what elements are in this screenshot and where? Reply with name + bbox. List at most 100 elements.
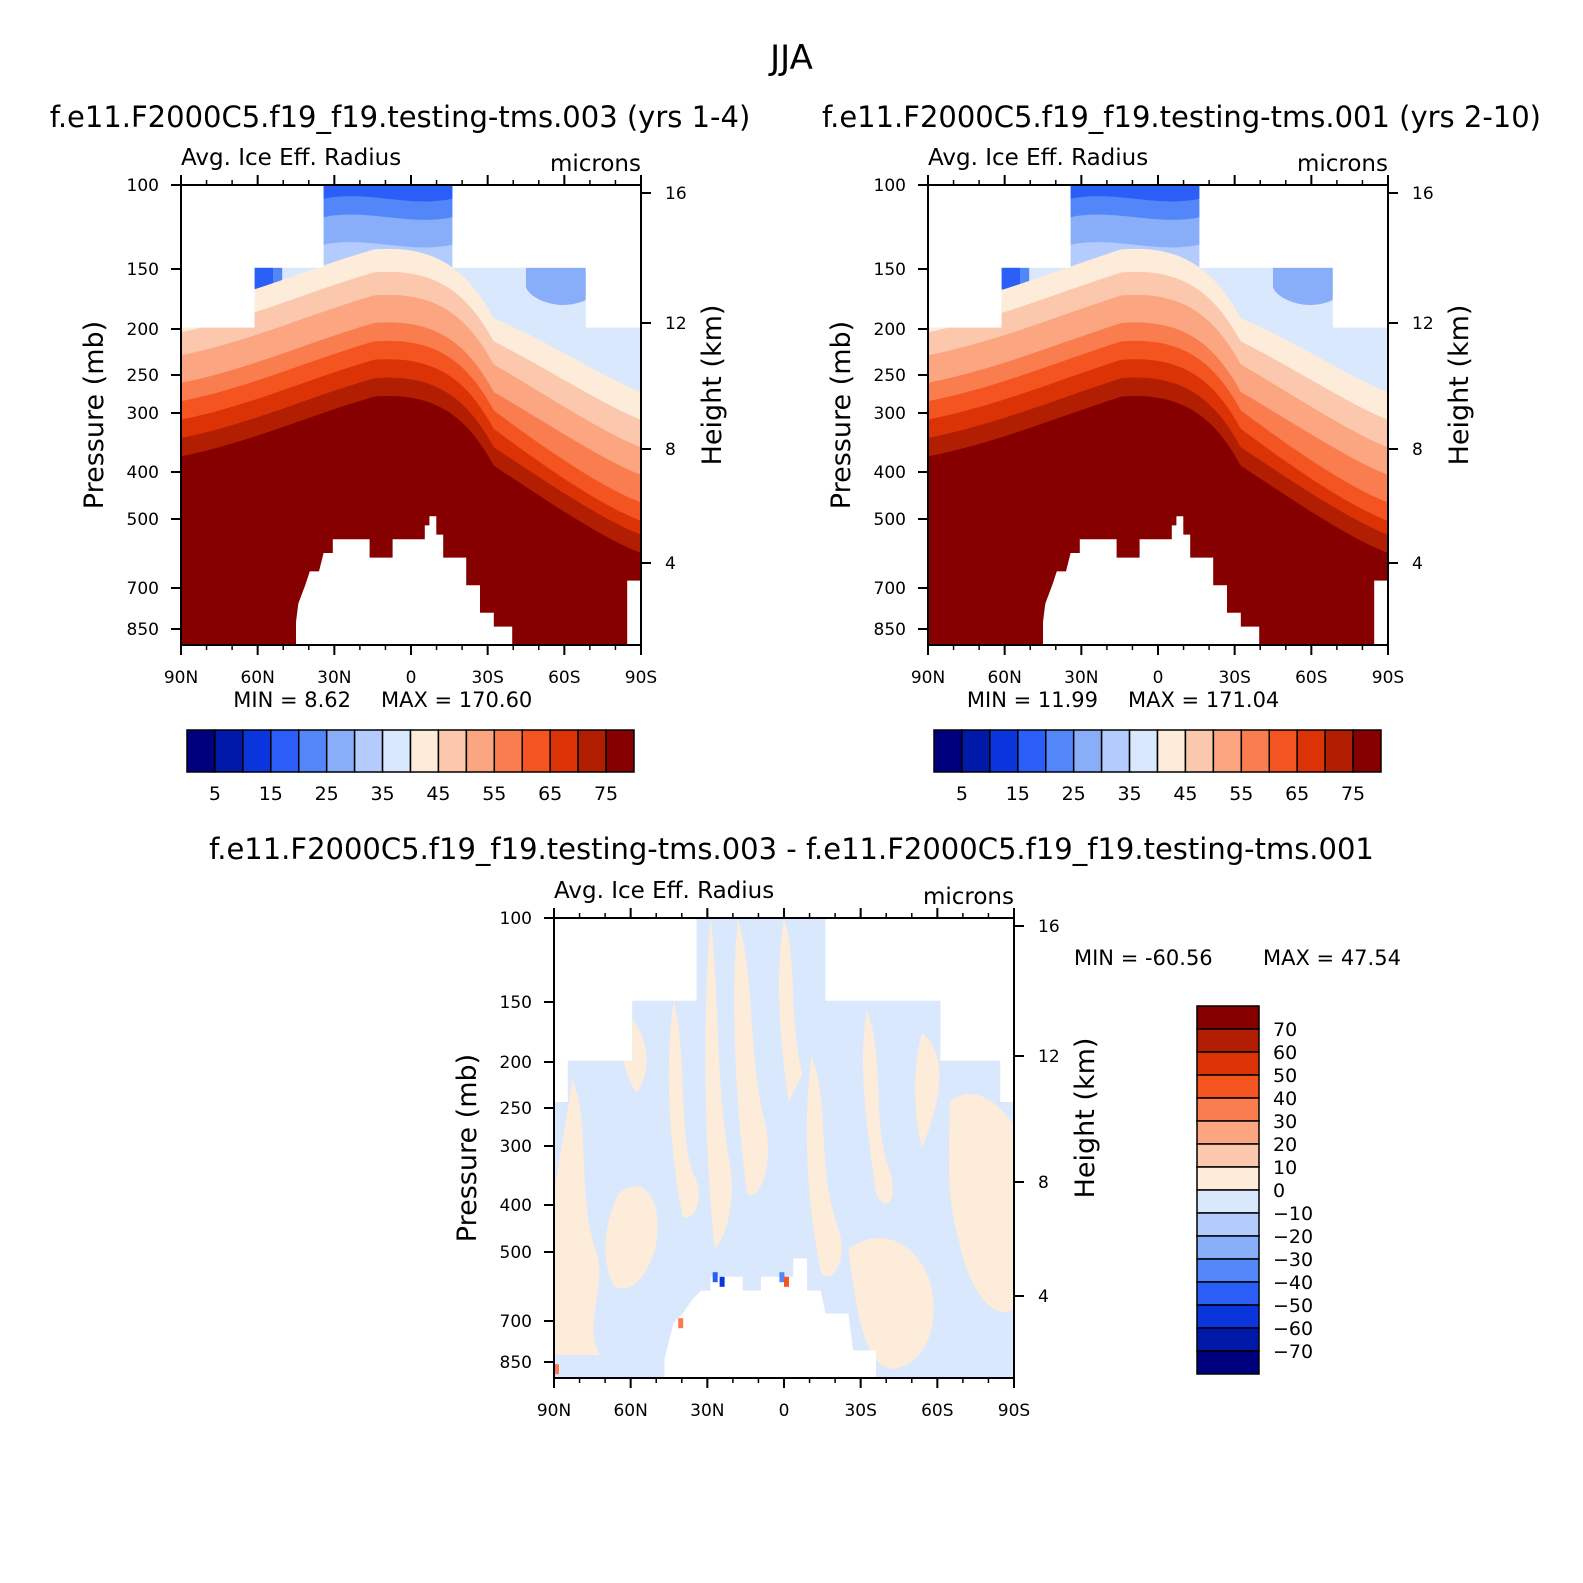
colorbar-box — [1196, 1028, 1260, 1053]
colorbar-box — [961, 729, 991, 773]
colorbar-box — [1100, 729, 1131, 773]
x-tick-label: 60N — [613, 1401, 647, 1421]
y2-tick-label: 12 — [665, 314, 687, 334]
topography-mask — [1043, 516, 1260, 645]
colorbar-box — [242, 729, 272, 773]
colorbar-label: −10 — [1273, 1203, 1313, 1225]
colorbar-label: 35 — [1117, 783, 1141, 805]
colorbar-box — [1196, 1097, 1260, 1122]
contour-fill — [605, 1186, 658, 1289]
x-tick-label: 90N — [537, 1401, 571, 1421]
colorbar-label: 30 — [1273, 1111, 1297, 1133]
y2-axis-label: Height (km) — [697, 305, 728, 466]
colorbar-box — [1196, 1281, 1260, 1306]
y-tick-label: 850 — [874, 620, 906, 640]
colorbar-label: 55 — [482, 783, 506, 805]
colorbar-label: 65 — [538, 783, 562, 805]
colorbar-label: −20 — [1273, 1226, 1313, 1248]
colorbar-label: 75 — [594, 783, 618, 805]
y-tick-label: 250 — [500, 1099, 532, 1119]
y-tick-label: 700 — [874, 579, 906, 599]
y-tick-label: 400 — [500, 1196, 532, 1216]
colorbar-label: 0 — [1273, 1180, 1285, 1202]
units-label: microns — [1297, 151, 1388, 177]
contour-fill — [862, 1010, 893, 1204]
colorbar-box — [298, 729, 328, 773]
x-tick-label: 30S — [471, 668, 503, 688]
colorbar-label: 35 — [370, 783, 394, 805]
colorbar-box — [1268, 729, 1298, 773]
colorbar-box — [605, 729, 635, 773]
main-title: JJA — [770, 38, 813, 78]
y-tick-label: 100 — [500, 909, 532, 929]
colorbar-box — [1128, 729, 1159, 773]
y-tick-label: 850 — [500, 1353, 532, 1373]
x-tick-label: 0 — [1153, 668, 1164, 688]
y-tick-label: 250 — [874, 366, 906, 386]
colorbar-label: 45 — [426, 783, 450, 805]
min-value-text: MIN = -60.56 — [1074, 946, 1213, 970]
y-tick-label: 400 — [127, 463, 159, 483]
variable-label: Avg. Ice Eff. Radius — [181, 145, 401, 171]
x-tick-label: 90S — [998, 1401, 1030, 1421]
contour-fill — [1070, 185, 1200, 202]
colorbar-label: 65 — [1285, 783, 1309, 805]
x-tick-label: 0 — [779, 1401, 790, 1421]
colorbar-label: 25 — [1062, 783, 1086, 805]
contour-fill — [915, 1033, 940, 1148]
colorbar-label: 10 — [1273, 1157, 1297, 1179]
contour-fill — [734, 918, 769, 1196]
contour-fill — [705, 918, 732, 1250]
colorbar-label: −50 — [1273, 1295, 1313, 1317]
contour-fill — [1273, 267, 1333, 305]
contour-fill — [554, 1364, 559, 1375]
y-tick-label: 200 — [874, 320, 906, 340]
colorbar-box — [1156, 729, 1187, 773]
colorbar-box — [1017, 729, 1047, 773]
chart-panel-3: 90N 60N 30N 0 30S 60S 90S100150200250300400500… — [452, 878, 1401, 1421]
contour-fill — [928, 396, 1388, 645]
y-axis-label: Pressure (mb) — [79, 321, 110, 509]
y2-axis-label: Height (km) — [1444, 305, 1475, 466]
panel-title: f.e11.F2000C5.f19_f19.testing-tms.003 - … — [209, 832, 1374, 866]
colorbar-box — [1072, 729, 1103, 773]
y-tick-label: 500 — [127, 510, 159, 530]
colorbar-box — [1240, 729, 1270, 773]
colorbar-label: −60 — [1273, 1318, 1313, 1340]
contour-fill — [848, 1237, 934, 1369]
y-axis-label: Pressure (mb) — [826, 321, 857, 509]
colorbar-box — [1352, 729, 1382, 773]
y2-tick-label: 12 — [1038, 1047, 1060, 1067]
max-value-text: MAX = 171.04 — [1128, 688, 1279, 712]
y2-tick-label: 16 — [1412, 184, 1434, 204]
variable-label: Avg. Ice Eff. Radius — [928, 145, 1148, 171]
colorbar-box — [989, 729, 1019, 773]
colorbar-box — [437, 729, 468, 773]
colorbar-box — [214, 729, 244, 773]
colorbar-box — [1196, 1235, 1260, 1260]
colorbar-box — [577, 729, 607, 773]
y-tick-label: 200 — [127, 320, 159, 340]
colorbar-box — [1196, 1005, 1260, 1030]
y2-axis-label: Height (km) — [1070, 1038, 1101, 1199]
colorbar-label: 45 — [1173, 783, 1197, 805]
colorbar-label: −70 — [1273, 1341, 1313, 1363]
colorbar-box — [1324, 729, 1354, 773]
max-value-text: MAX = 170.60 — [381, 688, 532, 712]
colorbar-box — [933, 729, 963, 773]
chart-panel-2: 90N 60N 30N 0 30S 60S 90S 100 150 200 250 300 400 500… — [826, 145, 1475, 805]
colorbar-label: 40 — [1273, 1088, 1297, 1110]
colorbar-box — [493, 729, 523, 773]
contour-fill — [323, 185, 453, 202]
x-tick-label: 60S — [548, 668, 580, 688]
units-label: microns — [550, 151, 641, 177]
x-tick-label: 60N — [240, 668, 274, 688]
colorbar-label: 5 — [956, 783, 968, 805]
colorbar-box — [1296, 729, 1326, 773]
max-value-text: MAX = 47.54 — [1263, 946, 1401, 970]
colorbar-box — [1045, 729, 1075, 773]
topography-mask — [627, 580, 641, 645]
colorbar-box — [1196, 1212, 1260, 1237]
contour-fill — [806, 1056, 842, 1277]
